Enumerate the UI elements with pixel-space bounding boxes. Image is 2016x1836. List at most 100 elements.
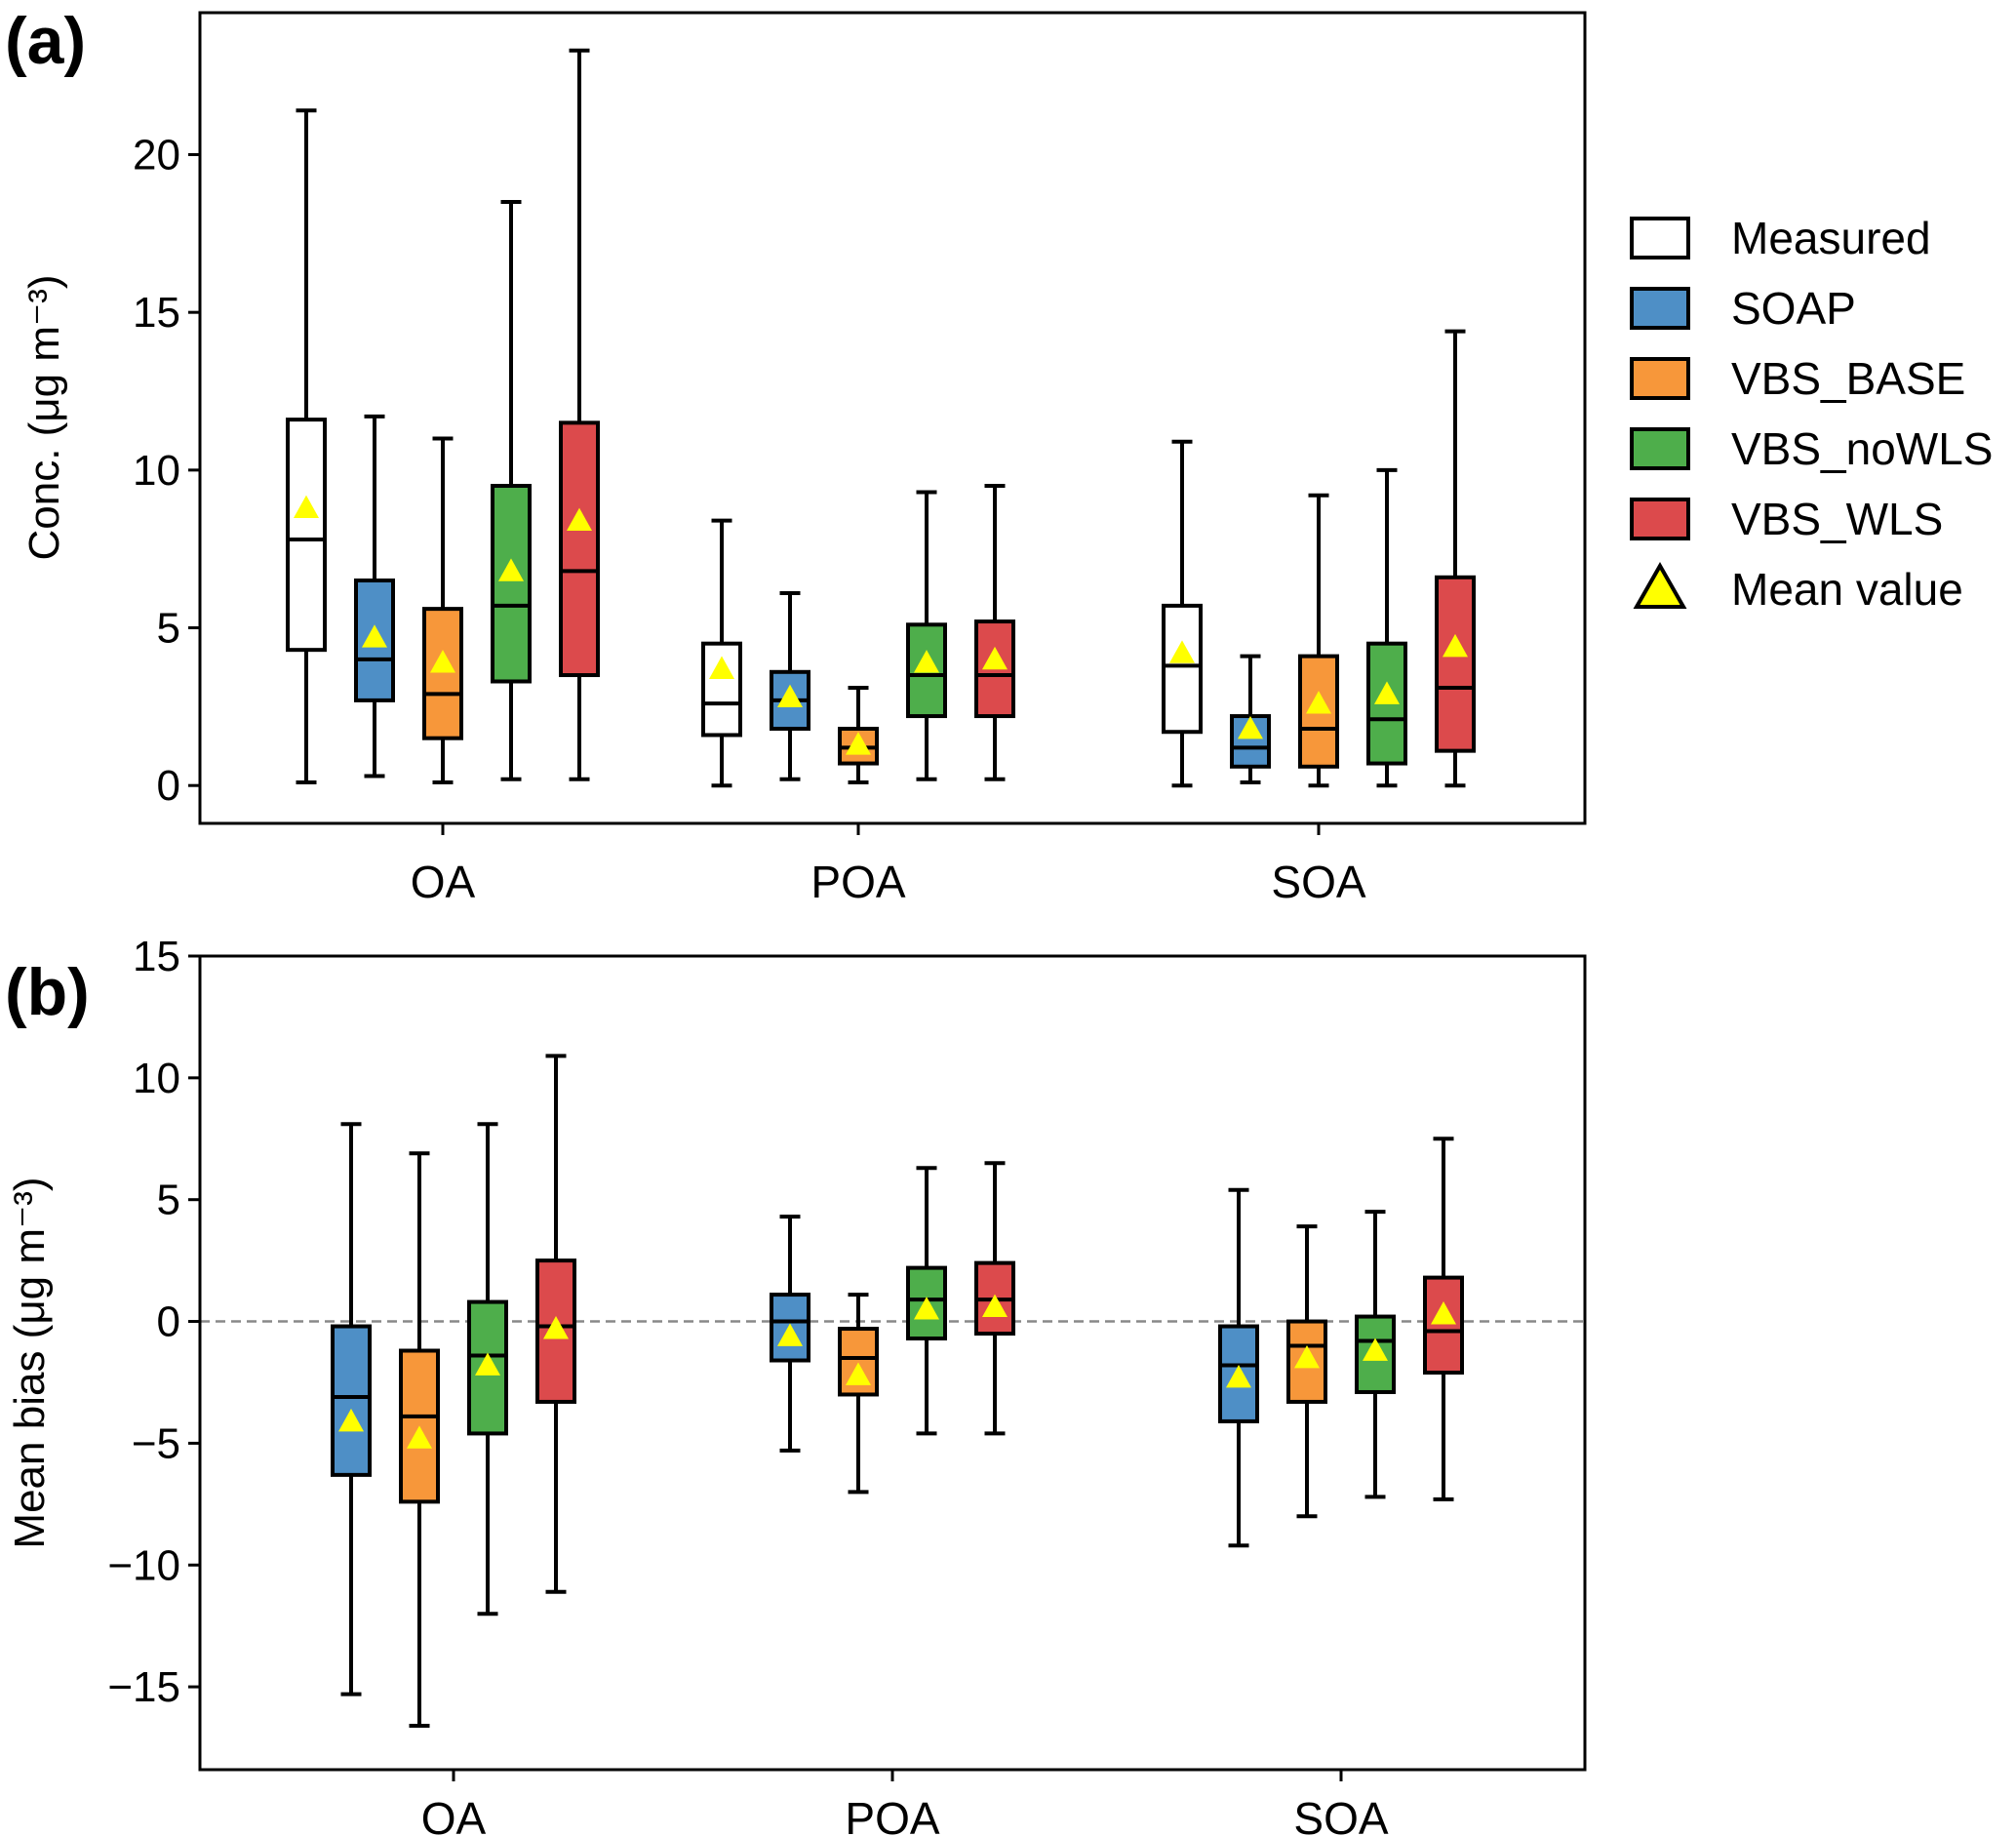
box-vbs-nowls-poa (906, 490, 947, 781)
box-vbs-base-poa (838, 1293, 879, 1495)
y-tick-label: 5 (157, 1177, 180, 1224)
mean-marker (294, 495, 319, 519)
mean-marker (846, 732, 871, 755)
legend-mean-marker (1633, 561, 1687, 609)
x-category-label-poa: POA (845, 1793, 939, 1836)
legend-swatch-measured (1630, 217, 1690, 259)
legend-label-vbs-nowls: VBS_noWLS (1731, 423, 1993, 474)
mean-marker (846, 1362, 871, 1385)
legend-label-vbs-wls: VBS_WLS (1731, 494, 1943, 544)
y-tick-label: −5 (132, 1419, 180, 1467)
iqr-box (422, 607, 463, 740)
y-axis-label: Conc. (μg m⁻³) (20, 274, 68, 560)
box-vbs-nowls-soa (1366, 467, 1407, 788)
box-vbs-wls-poa (974, 484, 1015, 781)
box-soap-soa (1230, 654, 1271, 784)
mean-marker (1306, 691, 1331, 714)
mean-marker (362, 624, 387, 648)
box-vbs-base-oa (399, 1151, 440, 1729)
y-tick-label: 15 (133, 289, 180, 337)
mean-marker (407, 1425, 432, 1449)
box-vbs-nowls-poa (906, 1166, 947, 1436)
iqr-box (286, 418, 327, 653)
iqr-box (974, 619, 1015, 719)
iqr-box (906, 622, 947, 719)
y-tick-label: 0 (157, 1298, 180, 1346)
x-category-label-soa: SOA (1271, 857, 1365, 907)
iqr-box (1162, 603, 1203, 735)
box-vbs-nowls-oa (491, 200, 532, 781)
x-category-label-soa: SOA (1293, 1793, 1388, 1836)
box-vbs-wls-soa (1423, 1137, 1464, 1501)
box-vbs-base-poa (838, 685, 879, 784)
iqr-box (491, 484, 532, 684)
box-measured-poa (701, 518, 742, 788)
mean-marker (982, 646, 1008, 670)
box-measured-oa (286, 108, 327, 784)
mean-marker (338, 1408, 364, 1432)
box-vbs-wls-soa (1435, 329, 1476, 788)
y-tick-label: 0 (157, 762, 180, 810)
y-axis-label: Mean bias (μg m⁻³) (6, 1177, 54, 1548)
mean-marker (543, 1316, 569, 1339)
y-tick-label: −10 (107, 1541, 180, 1589)
box-vbs-base-soa (1286, 1224, 1327, 1519)
box-measured-soa (1162, 439, 1203, 788)
box-vbs-wls-oa (559, 48, 600, 781)
mean-marker (914, 650, 939, 673)
iqr-box (1423, 1275, 1464, 1375)
mean-marker (1238, 715, 1263, 739)
y-tick-label: −15 (107, 1663, 180, 1711)
x-category-label-poa: POA (810, 857, 905, 907)
mean-marker (777, 684, 803, 708)
legend-swatch-vbs-base (1630, 357, 1690, 400)
mean-marker (1363, 1337, 1388, 1361)
box-vbs-wls-oa (535, 1054, 576, 1594)
mean-marker (982, 1294, 1008, 1317)
mean-marker (1431, 1301, 1456, 1325)
mean-marker (430, 650, 455, 673)
mean-marker (777, 1323, 803, 1346)
panel-b-label: (b) (5, 955, 90, 1029)
box-soap-oa (354, 414, 395, 778)
y-tick-label: 20 (133, 132, 180, 180)
mean-marker (709, 656, 734, 679)
legend: Measured SOAP VBS_BASE VBS_noWLS VBS_WLS Mean… (1630, 213, 1993, 615)
x-category-label-oa: OA (421, 1793, 487, 1836)
legend-label-vbs-base: VBS_BASE (1731, 353, 1965, 404)
iqr-box (559, 420, 600, 678)
box-vbs-wls-poa (974, 1161, 1015, 1436)
y-tick-label: 15 (133, 933, 180, 980)
iqr-box (1435, 575, 1476, 753)
plot-frame (198, 954, 1587, 1772)
mean-marker (1226, 1364, 1251, 1388)
box-vbs-base-oa (422, 436, 463, 784)
y-tick-label: 10 (133, 447, 180, 495)
panel-a-label: (a) (5, 4, 86, 78)
panel-a-chart: 0 5 10 15 20 OA POA SOA Conc. (μg m⁻³) (20, 11, 1587, 907)
y-tick-label: 5 (157, 605, 180, 653)
box-soap-poa (770, 590, 810, 781)
legend-label-soap: SOAP (1731, 283, 1856, 334)
mean-marker (498, 558, 524, 581)
iqr-box (331, 1324, 372, 1477)
mean-marker (475, 1352, 500, 1376)
panel-b-chart: −15 −10 −5 0 5 10 15 OA POA SOA Mean bias (μg m⁻³) (6, 933, 1587, 1836)
legend-swatch-vbs-nowls (1630, 427, 1690, 470)
box-soap-poa (770, 1215, 810, 1453)
plot-frame (198, 11, 1587, 825)
box-soap-oa (331, 1122, 372, 1696)
mean-marker (914, 1297, 939, 1320)
mean-marker (1374, 681, 1400, 704)
mean-marker (1169, 640, 1195, 663)
mean-marker (567, 507, 592, 531)
iqr-box (701, 641, 742, 738)
legend-swatch-soap (1630, 287, 1690, 330)
box-vbs-nowls-oa (467, 1122, 508, 1616)
box-vbs-nowls-soa (1355, 1210, 1396, 1499)
iqr-box (1366, 641, 1407, 766)
legend-label-measured: Measured (1731, 213, 1931, 263)
y-tick-label: 10 (133, 1055, 180, 1102)
x-category-label-oa: OA (411, 857, 476, 907)
